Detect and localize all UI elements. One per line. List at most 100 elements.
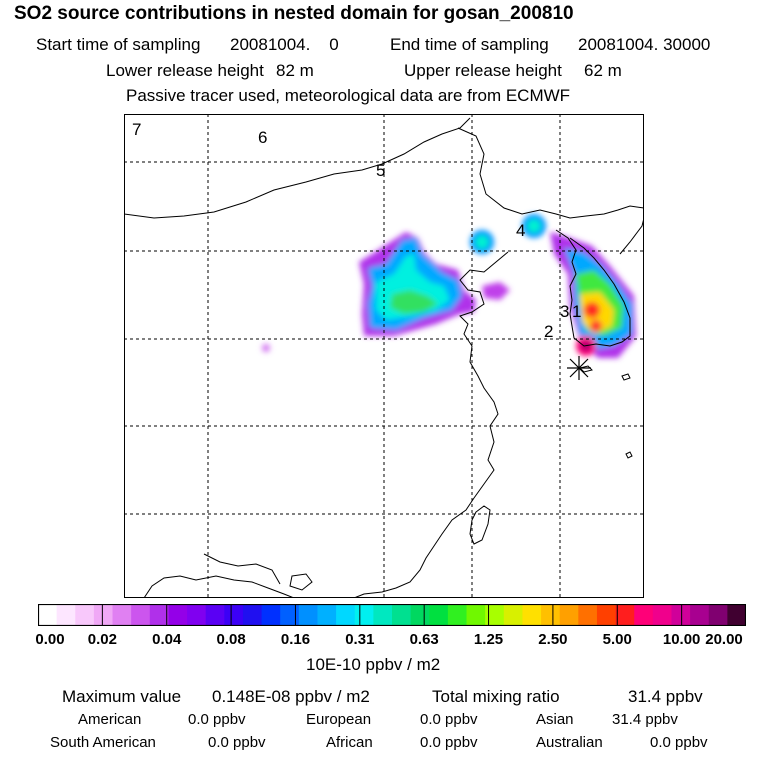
plume-north-a-core [475, 235, 489, 249]
colorbar-cell [75, 604, 95, 626]
island-jeju [579, 365, 593, 373]
border-mongolia [124, 117, 471, 219]
border-manchuria [457, 127, 644, 219]
coast-china [353, 251, 509, 598]
plume-bohai [482, 282, 510, 300]
colorbar-cell [131, 604, 151, 626]
island-taiwan [469, 505, 491, 545]
colorbar-tick-label: 0.04 [152, 631, 182, 648]
colorbar-dividers [101, 604, 683, 626]
plume-west-green [390, 290, 438, 314]
colorbar-cell [373, 604, 393, 626]
graticule [124, 114, 644, 598]
upper-height-value: 62 m [584, 61, 622, 80]
lower-height-label: Lower release height [106, 61, 264, 80]
colorbar-cell [187, 604, 207, 626]
colorbar-units: 10E-10 ppbv / m2 [306, 655, 441, 674]
colorbar-cell [56, 604, 76, 626]
colorbar-cell [690, 604, 710, 626]
start-time-value: 20081004. 0 [230, 35, 339, 54]
colorbar-cell [522, 604, 542, 626]
colorbar-cell [336, 604, 356, 626]
region-label-3: 3 [560, 302, 569, 321]
colorbar-tick-label: 0.02 [87, 631, 117, 648]
region-name-australian: Australian [536, 734, 603, 751]
colorbar-tick-label: 2.50 [538, 631, 568, 648]
figure-title: SO2 source contributions in nested domai… [14, 3, 574, 24]
colorbar-cell [596, 604, 617, 626]
region-label-5: 5 [376, 161, 385, 180]
region-labels: 7 6 5 4 3 2 1 [132, 120, 581, 341]
colorbar-cell [578, 604, 598, 626]
colorbar-cell [727, 604, 746, 626]
colorbar-cell [634, 604, 654, 626]
colorbar-cell [466, 604, 486, 626]
colorbar [38, 604, 746, 626]
region-name-african: African [326, 734, 373, 751]
start-time-label: Start time of sampling [36, 35, 201, 54]
colorbar-cells [38, 604, 746, 626]
island-small-b [625, 451, 633, 459]
colorbar-cell [708, 604, 728, 626]
region-value-african: 0.0 ppbv [420, 734, 478, 751]
colorbar-cell [93, 604, 114, 626]
region-label-6: 6 [258, 128, 267, 147]
colorbar-cell [112, 604, 132, 626]
end-time-label: End time of sampling [390, 35, 549, 54]
colorbar-cell [38, 604, 58, 626]
colorbar-cell [261, 604, 281, 626]
colorbar-frame [38, 604, 746, 626]
tracer-note: Passive tracer used, meteorological data… [126, 86, 571, 105]
colorbar-cell [503, 604, 524, 626]
colorbar-cell [224, 604, 244, 626]
plume-layer [262, 214, 636, 358]
region-value-south-american: 0.0 ppbv [208, 734, 266, 751]
region-name-european: European [306, 711, 372, 728]
colorbar-tick-label: 5.00 [602, 631, 632, 648]
colorbar-cell [541, 604, 561, 626]
map-frame [124, 114, 644, 598]
colorbar-tick-label: 0.00 [35, 631, 65, 648]
colorbar-cell [410, 604, 430, 626]
region-label-2: 2 [544, 322, 553, 341]
colorbar-cell [354, 604, 374, 626]
end-time-value: 20081004. 30000 [578, 35, 711, 54]
total-mixing-value: 31.4 ppbv [628, 687, 703, 706]
colorbar-tick-label: 0.08 [216, 631, 246, 648]
colorbar-tick-label: 10.00 [662, 631, 701, 648]
coast-gulf [203, 553, 281, 585]
colorbar-cell [242, 604, 263, 626]
upper-height-label: Upper release height [404, 61, 562, 80]
colorbar-cell [280, 604, 300, 626]
plume-hotspot-b [590, 320, 602, 332]
island-hainan [289, 573, 313, 591]
colorbar-cell [205, 604, 225, 626]
asterisk-icon [567, 356, 591, 380]
colorbar-cell [447, 604, 468, 626]
plume-north-b-core [527, 219, 541, 233]
colorbar-tick-label: 0.16 [280, 631, 311, 648]
region-value-australian: 0.0 ppbv [650, 734, 708, 751]
region-value-american: 0.0 ppbv [188, 711, 246, 728]
colorbar-cell [652, 604, 673, 626]
colorbar-cell [392, 604, 412, 626]
colorbar-cell [149, 604, 170, 626]
max-value: 0.148E-08 ppbv / m2 [212, 687, 370, 706]
region-value-european: 0.0 ppbv [420, 711, 478, 728]
region-label-7: 7 [132, 120, 141, 139]
plume-hotspot-a [584, 302, 600, 318]
max-value-label: Maximum value [62, 687, 182, 706]
colorbar-tick-label: 20.00 [705, 631, 743, 648]
colorbar-cell [485, 604, 505, 626]
region-label-4: 4 [516, 221, 525, 240]
map-panel: 7 6 5 4 3 2 1 [124, 114, 644, 598]
region-name-asian: Asian [536, 711, 574, 728]
region-value-asian: 31.4 ppbv [612, 711, 678, 728]
colorbar-cell [671, 604, 691, 626]
colorbar-tick-label: 1.25 [473, 631, 504, 648]
region-name-south-american: South American [50, 734, 156, 751]
colorbar-cell [429, 604, 449, 626]
coast-korea [555, 229, 631, 347]
colorbar-tick-label: 0.31 [345, 631, 375, 648]
total-mixing-label: Total mixing ratio [432, 687, 560, 706]
